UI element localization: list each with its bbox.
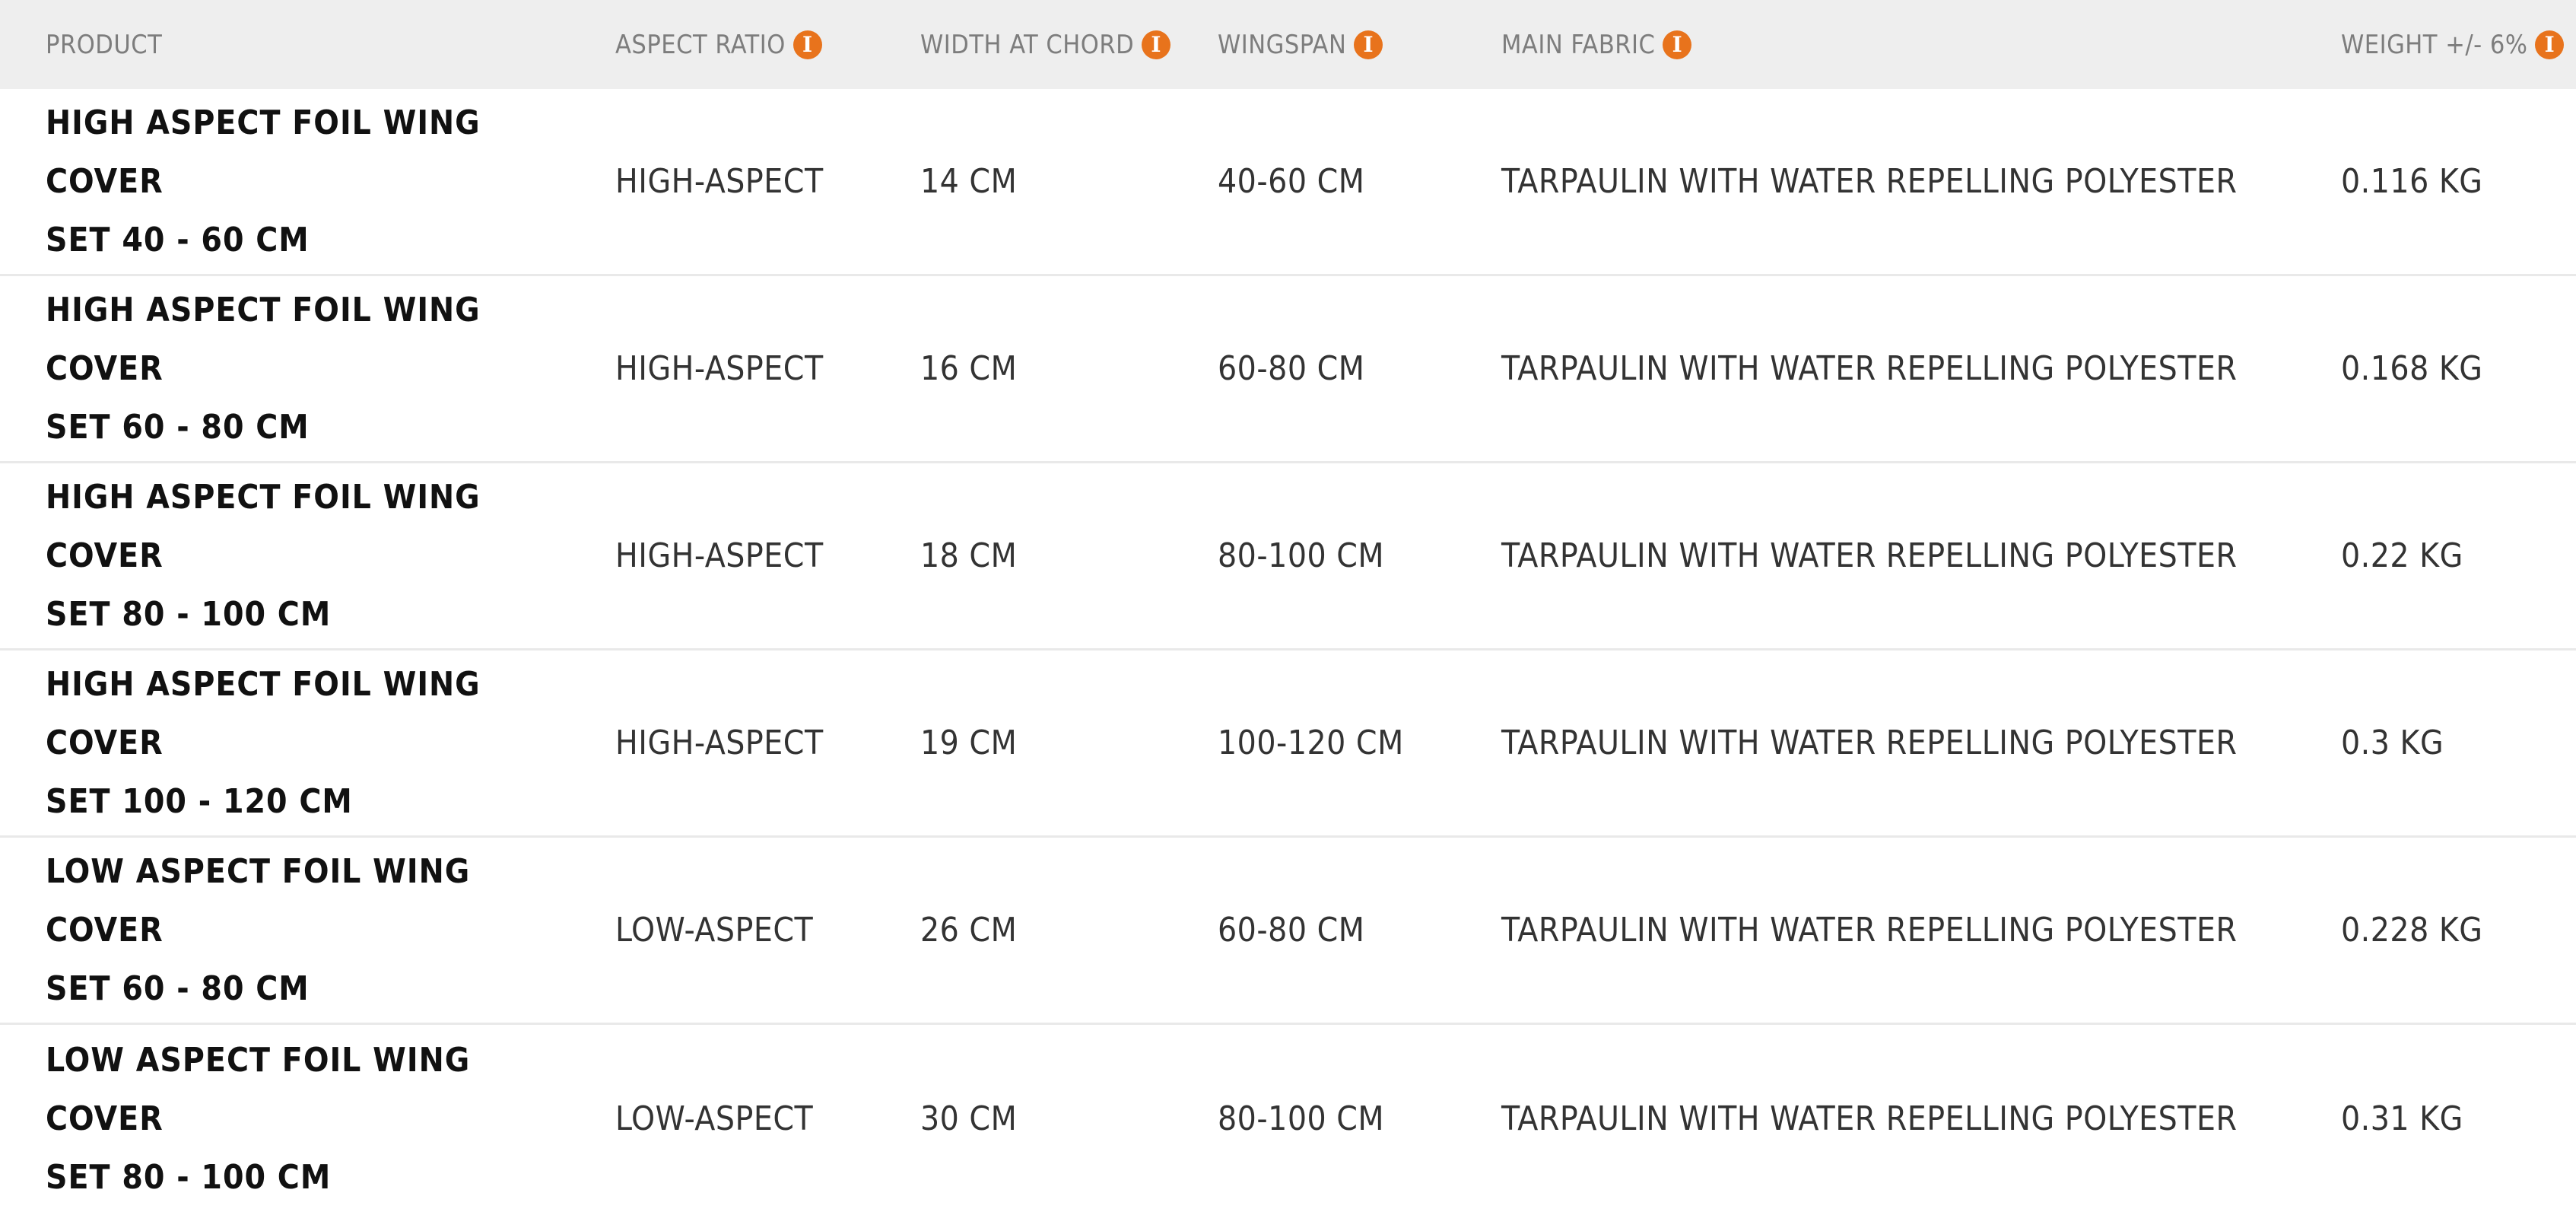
product-name-line1: HIGH ASPECT FOIL WING COVER: [46, 478, 481, 575]
product-cell: HIGH ASPECT FOIL WING COVER SET 80 - 100…: [46, 463, 578, 648]
weight-cell: 0.31 KG: [2341, 1099, 2463, 1138]
main-fabric-cell: TARPAULIN WITH WATER REPELLING POLYESTER: [1501, 911, 2238, 950]
product-name-line2: SET 80 - 100 CM: [46, 1157, 332, 1197]
product-name-line1: HIGH ASPECT FOIL WING COVER: [46, 665, 481, 762]
table-row: LOW ASPECT FOIL WING COVER SET 60 - 80 C…: [0, 838, 2576, 1025]
main-fabric-cell: TARPAULIN WITH WATER REPELLING POLYESTER: [1501, 536, 2238, 575]
product-cell: LOW ASPECT FOIL WING COVER SET 80 - 100 …: [46, 1025, 578, 1212]
header-weight: WEIGHT +/- 6% i: [2341, 0, 2565, 89]
info-icon[interactable]: i: [1663, 30, 1692, 59]
wingspan-cell: 80-100 CM: [1218, 1099, 1385, 1138]
header-aspect-ratio-label: ASPECT RATIO: [615, 29, 786, 60]
wingspan-cell: 40-60 CM: [1218, 162, 1365, 201]
aspect-ratio-cell: HIGH-ASPECT: [615, 349, 824, 388]
header-weight-label: WEIGHT +/- 6%: [2341, 29, 2528, 60]
header-width-at-chord-label: WIDTH AT CHORD: [920, 29, 1135, 60]
width-at-chord-cell: 30 CM: [920, 1099, 1018, 1138]
aspect-ratio-cell: HIGH-ASPECT: [615, 162, 824, 201]
header-wingspan-label: WINGSPAN: [1218, 29, 1347, 60]
info-icon[interactable]: i: [2535, 30, 2565, 59]
aspect-ratio-cell: HIGH-ASPECT: [615, 724, 824, 762]
product-name-line2: SET 80 - 100 CM: [46, 595, 332, 634]
weight-cell: 0.3 KG: [2341, 724, 2444, 762]
weight-cell: 0.22 KG: [2341, 536, 2463, 575]
header-main-fabric: MAIN FABRIC i: [1501, 0, 1692, 89]
product-name-line1: HIGH ASPECT FOIL WING COVER: [46, 103, 481, 201]
wingspan-cell: 100-120 CM: [1218, 724, 1404, 762]
weight-cell: 0.168 KG: [2341, 349, 2483, 388]
product-cell: HIGH ASPECT FOIL WING COVER SET 40 - 60 …: [46, 89, 578, 274]
table-row: HIGH ASPECT FOIL WING COVER SET 40 - 60 …: [0, 89, 2576, 276]
wingspan-cell: 60-80 CM: [1218, 911, 1365, 950]
product-name-line1: HIGH ASPECT FOIL WING COVER: [46, 291, 481, 388]
info-icon[interactable]: i: [792, 30, 822, 59]
width-at-chord-cell: 18 CM: [920, 536, 1018, 575]
width-at-chord-cell: 26 CM: [920, 911, 1018, 950]
width-at-chord-cell: 14 CM: [920, 162, 1018, 201]
header-main-fabric-label: MAIN FABRIC: [1501, 29, 1656, 60]
header-width-at-chord: WIDTH AT CHORD i: [920, 0, 1171, 89]
product-name-line2: SET 60 - 80 CM: [46, 408, 310, 447]
product-name-line2: SET 100 - 120 CM: [46, 782, 353, 821]
table-row: HIGH ASPECT FOIL WING COVER SET 100 - 12…: [0, 651, 2576, 838]
table-header: PRODUCT ASPECT RATIO i WIDTH AT CHORD i …: [0, 0, 2576, 89]
product-cell: HIGH ASPECT FOIL WING COVER SET 100 - 12…: [46, 651, 578, 835]
table-row: LOW ASPECT FOIL WING COVER SET 80 - 100 …: [0, 1025, 2576, 1212]
main-fabric-cell: TARPAULIN WITH WATER REPELLING POLYESTER: [1501, 1099, 2238, 1138]
product-name-line1: LOW ASPECT FOIL WING COVER: [46, 1040, 471, 1138]
width-at-chord-cell: 16 CM: [920, 349, 1018, 388]
product-cell: LOW ASPECT FOIL WING COVER SET 60 - 80 C…: [46, 838, 578, 1023]
header-product-label: PRODUCT: [46, 29, 163, 60]
table-row: HIGH ASPECT FOIL WING COVER SET 60 - 80 …: [0, 276, 2576, 463]
wingspan-cell: 60-80 CM: [1218, 349, 1365, 388]
table-row: HIGH ASPECT FOIL WING COVER SET 80 - 100…: [0, 463, 2576, 651]
header-wingspan: WINGSPAN i: [1218, 0, 1383, 89]
main-fabric-cell: TARPAULIN WITH WATER REPELLING POLYESTER: [1501, 724, 2238, 762]
info-icon[interactable]: i: [1142, 30, 1171, 59]
aspect-ratio-cell: HIGH-ASPECT: [615, 536, 824, 575]
info-icon[interactable]: i: [1354, 30, 1383, 59]
aspect-ratio-cell: LOW-ASPECT: [615, 911, 814, 950]
width-at-chord-cell: 19 CM: [920, 724, 1018, 762]
weight-cell: 0.228 KG: [2341, 911, 2483, 950]
aspect-ratio-cell: LOW-ASPECT: [615, 1099, 814, 1138]
product-name-line1: LOW ASPECT FOIL WING COVER: [46, 852, 471, 950]
product-name-line2: SET 40 - 60 CM: [46, 221, 310, 259]
main-fabric-cell: TARPAULIN WITH WATER REPELLING POLYESTER: [1501, 349, 2238, 388]
main-fabric-cell: TARPAULIN WITH WATER REPELLING POLYESTER: [1501, 162, 2238, 201]
product-cell: HIGH ASPECT FOIL WING COVER SET 60 - 80 …: [46, 276, 578, 461]
product-name-line2: SET 60 - 80 CM: [46, 969, 310, 1008]
header-aspect-ratio: ASPECT RATIO i: [615, 0, 822, 89]
wingspan-cell: 80-100 CM: [1218, 536, 1385, 575]
weight-cell: 0.116 KG: [2341, 162, 2483, 201]
header-product: PRODUCT: [46, 0, 578, 89]
